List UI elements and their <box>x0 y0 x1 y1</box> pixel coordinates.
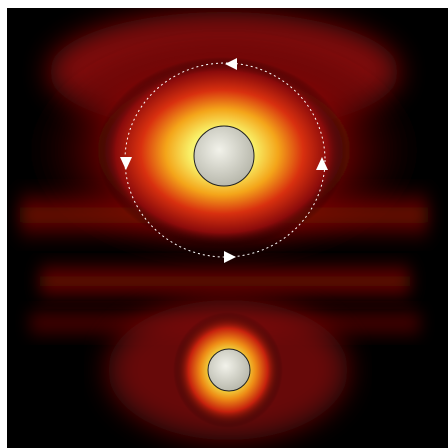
circulation-loop <box>124 62 326 258</box>
lower-sphere <box>207 348 251 392</box>
side-band-middle <box>40 258 410 304</box>
right-arrow-icon <box>224 251 236 263</box>
frame-top <box>0 0 448 8</box>
down-arrow-icon <box>120 157 132 170</box>
intensity-field <box>20 12 428 440</box>
left-arrow-icon <box>225 58 237 70</box>
frame-left <box>0 0 7 448</box>
upper-sphere <box>193 125 255 187</box>
up-arrow-icon <box>316 157 328 170</box>
circulation-path <box>124 62 326 258</box>
particles <box>193 125 255 392</box>
circulation-arrows <box>120 58 328 263</box>
